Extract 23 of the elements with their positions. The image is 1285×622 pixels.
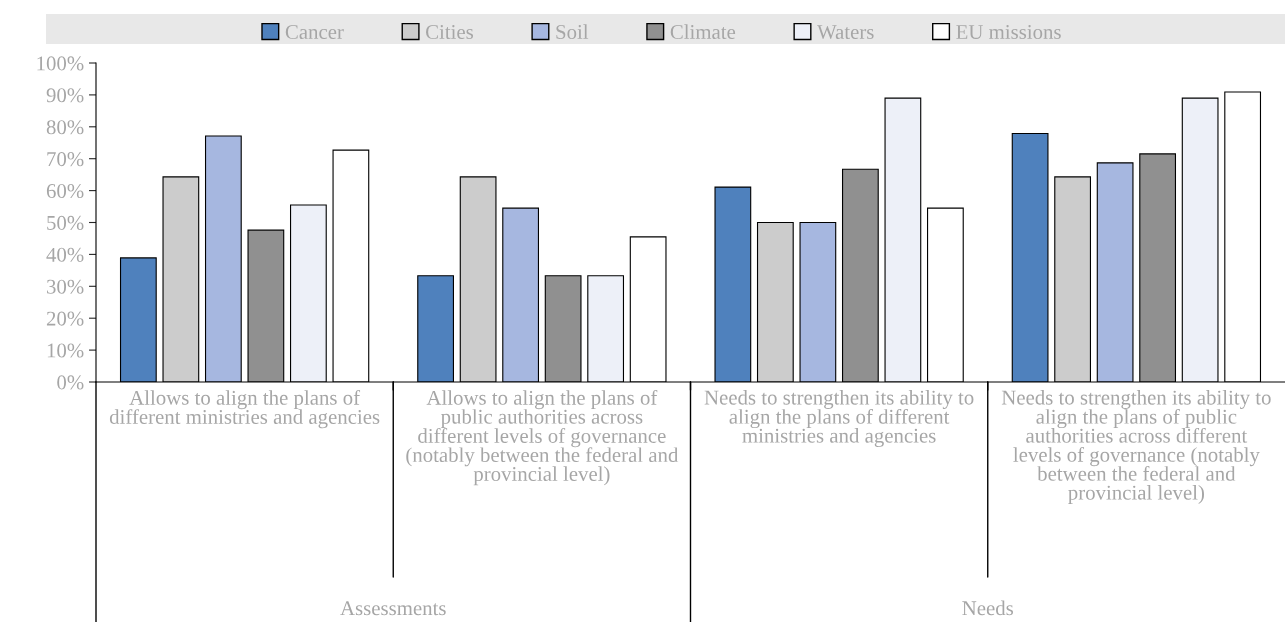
text: Needs bbox=[962, 600, 1014, 616]
y-tick-label: 90% bbox=[46, 88, 84, 103]
legend-label: EU missions bbox=[956, 25, 1061, 39]
x-tick-label: Needs to strengthen its ability to align the plans of public authorities across different levels of governance (notably between the federal and provincial level) bbox=[1001, 389, 1271, 504]
y-tick-label: 60% bbox=[46, 183, 84, 199]
legend-label: Climate bbox=[670, 24, 736, 39]
y-tick-label: 80% bbox=[46, 120, 84, 135]
y-tick-label: 30% bbox=[47, 279, 84, 294]
y-tick-label: 50% bbox=[47, 215, 84, 230]
text: Assessments bbox=[340, 601, 446, 616]
x-tick-label: Needs to strengthen its ability to align the plans of different ministries and agencies bbox=[704, 389, 974, 448]
legend-label: Cancer bbox=[285, 25, 344, 39]
y-tick-label: 20% bbox=[46, 311, 84, 326]
y-tick-label: 100% bbox=[37, 56, 84, 71]
x-tick-label: Allows to align the plans of public authorities across different levels of governance (notably between the federal and provincial level) bbox=[406, 389, 679, 486]
y-tick-label: 0% bbox=[57, 375, 84, 390]
y-tick-label: 40% bbox=[46, 247, 84, 262]
legend-label: Cities bbox=[426, 25, 474, 39]
legend-label: Soil bbox=[556, 24, 589, 39]
legend-label: Waters bbox=[817, 25, 874, 40]
x-tick-label: Allows to align the plans of different ministries and agencies bbox=[109, 389, 380, 429]
y-tick-label: 10% bbox=[47, 343, 84, 358]
y-tick-label: 70% bbox=[47, 152, 84, 167]
